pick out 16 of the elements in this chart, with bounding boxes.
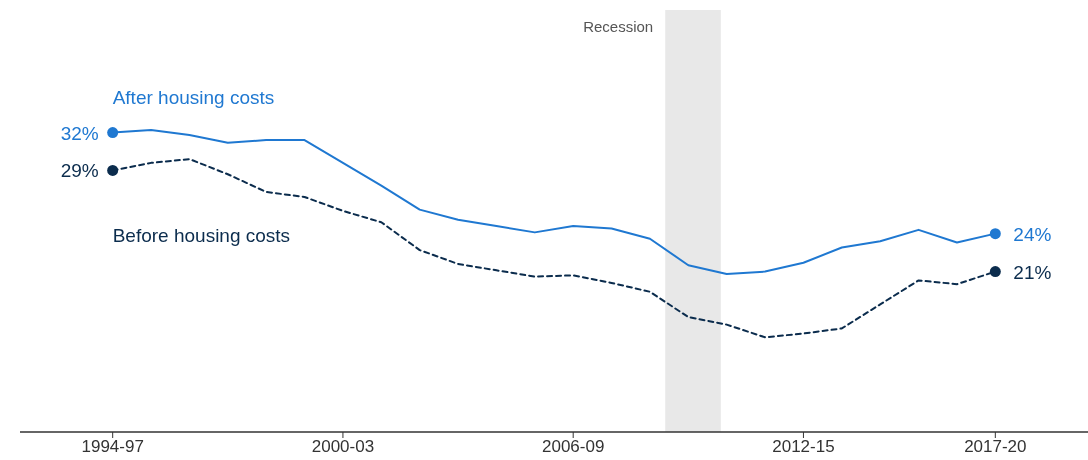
x-tick-label: 1994-97 [81, 437, 144, 457]
x-tick-label: 2012-15 [772, 437, 835, 457]
x-tick-label: 2006-09 [541, 437, 605, 457]
data-label: 21% [1013, 261, 1052, 283]
data-label: 24% [1013, 223, 1052, 245]
point [989, 266, 1001, 278]
series-label: Before housing costs [112, 225, 291, 247]
x-tick-label: 2000-03 [311, 437, 375, 457]
text: Recession [583, 18, 654, 35]
data-label: 32% [60, 122, 99, 144]
series-label: After housing costs [112, 86, 275, 108]
x-tick-label: 2017-20 [964, 437, 1027, 457]
point [107, 164, 119, 176]
point [107, 127, 119, 139]
data-label: 29% [60, 160, 99, 182]
point [989, 228, 1001, 240]
